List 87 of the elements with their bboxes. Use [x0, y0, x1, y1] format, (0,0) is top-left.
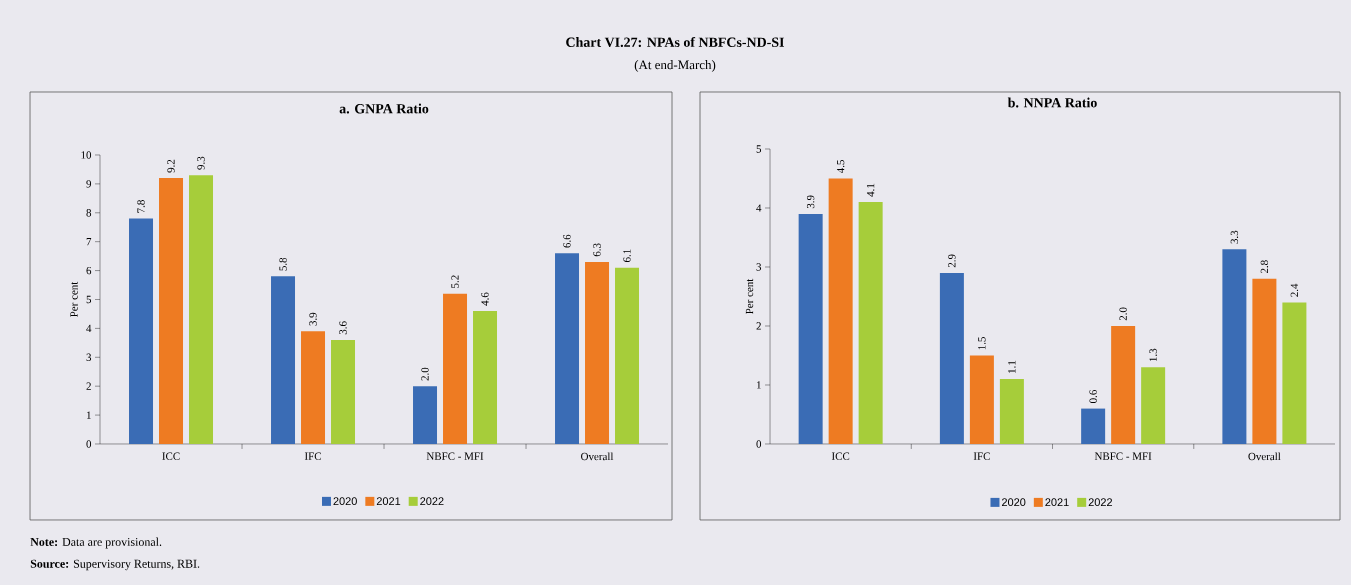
bar — [331, 339, 356, 444]
y-tick-label: 3 — [86, 353, 92, 361]
data-label: 3.3 — [1230, 230, 1239, 244]
y-tick-label: 4 — [756, 204, 762, 212]
y-tick-label: 2 — [756, 322, 761, 330]
data-label: 6.6 — [563, 234, 571, 248]
x-tick-label: Overall — [581, 452, 614, 461]
bar — [129, 218, 154, 444]
bar — [828, 178, 853, 444]
legend-label: 2020 — [1002, 498, 1026, 507]
y-tick-label: 5 — [756, 145, 762, 153]
data-label: 9.3 — [197, 156, 205, 170]
data-label: 6.3 — [593, 243, 601, 257]
bar — [1252, 278, 1277, 444]
y-tick-label: 1 — [756, 381, 761, 389]
x-tick-label: NBFC - MFI — [426, 452, 484, 460]
data-label: 1.3 — [1149, 348, 1157, 362]
bar — [969, 355, 994, 444]
y-tick-label: 2 — [86, 382, 91, 390]
bar — [555, 253, 580, 444]
data-label: 2.4 — [1290, 283, 1299, 297]
bar — [1081, 408, 1106, 444]
data-label: 3.9 — [309, 312, 317, 326]
bar — [585, 261, 610, 444]
bar — [615, 267, 640, 444]
legend-label: 2021 — [376, 497, 401, 506]
data-label: 0.6 — [1089, 390, 1097, 403]
bar — [1222, 249, 1247, 444]
legend-label: 2021 — [1045, 498, 1069, 507]
legend-label: 2020 — [333, 497, 357, 506]
x-tick-label: IFC — [973, 452, 990, 460]
data-label: 5.2 — [451, 275, 459, 288]
bar — [301, 331, 326, 444]
bar — [443, 293, 468, 444]
chart-title: a. GNPA Ratio — [339, 103, 429, 114]
bar — [1111, 325, 1136, 444]
y-axis-title: Per cent — [70, 281, 78, 317]
y-tick-label: 0 — [86, 440, 92, 448]
y-tick-label: 4 — [86, 324, 92, 332]
y-tick-label: 3 — [756, 263, 762, 271]
x-tick-label: ICC — [162, 452, 180, 460]
bar — [939, 272, 964, 444]
text: Source: Supervisory Returns, RBI. — [30, 559, 200, 571]
data-label: 4.5 — [836, 160, 845, 174]
y-axis-title: Per cent — [745, 278, 754, 314]
data-label: 1.1 — [1008, 360, 1016, 373]
bar — [413, 386, 438, 444]
bar — [1141, 367, 1166, 444]
text: Chart VI.27: NPAs of NBFCs-ND-SI — [566, 36, 785, 48]
text: Note: Data are provisional. — [30, 537, 162, 549]
data-label: 3.9 — [806, 195, 815, 209]
data-label: 9.2 — [167, 159, 175, 173]
data-label: 3.6 — [339, 321, 347, 335]
y-tick-label: 0 — [756, 440, 762, 448]
bar — [798, 213, 823, 444]
text: (At end-March) — [634, 60, 716, 72]
bar — [159, 178, 184, 444]
data-label: 5.8 — [279, 257, 287, 271]
data-label: 6.1 — [623, 249, 631, 263]
data-label: 1.5 — [978, 337, 986, 350]
y-tick-label: 8 — [86, 209, 92, 217]
y-tick-label: 5 — [86, 295, 92, 304]
y-tick-label: 9 — [86, 180, 92, 188]
data-label: 7.8 — [137, 200, 145, 213]
data-label: 2.0 — [421, 367, 429, 381]
x-tick-label: NBFC - MFI — [1094, 452, 1152, 460]
bar — [1282, 302, 1307, 444]
data-label: 2.8 — [1260, 260, 1269, 274]
x-tick-label: ICC — [831, 452, 850, 460]
data-label: 2.0 — [1119, 307, 1127, 321]
y-tick-label: 6 — [86, 266, 92, 275]
bar — [189, 175, 214, 444]
data-label: 4.6 — [481, 292, 489, 306]
legend-label: 2022 — [420, 497, 444, 506]
y-tick-label: 10 — [81, 151, 92, 159]
data-label: 2.9 — [948, 254, 956, 268]
bar — [999, 379, 1024, 444]
bar — [271, 276, 296, 444]
data-label: 4.1 — [866, 183, 875, 197]
x-tick-label: IFC — [304, 452, 321, 460]
bar — [473, 311, 498, 444]
bar — [858, 202, 883, 444]
chart-title: b. NNPA Ratio — [1007, 97, 1097, 108]
y-tick-label: 7 — [86, 238, 92, 246]
legend-label: 2022 — [1088, 498, 1113, 507]
x-tick-label: Overall — [1248, 452, 1281, 461]
y-tick-label: 1 — [86, 411, 91, 419]
